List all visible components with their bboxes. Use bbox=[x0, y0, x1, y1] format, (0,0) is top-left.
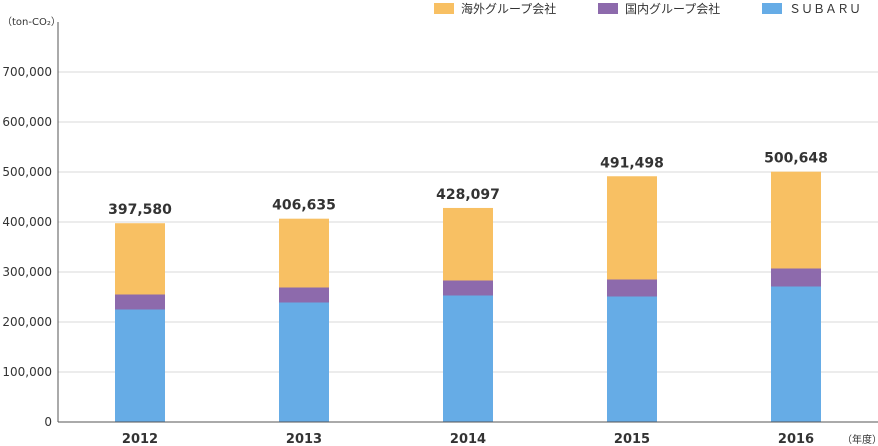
bar-segment bbox=[771, 171, 821, 269]
y-tick-label: 200,000 bbox=[2, 315, 52, 329]
y-tick-label: 100,000 bbox=[2, 365, 52, 379]
y-unit-label: （ton-CO₂） bbox=[2, 16, 61, 28]
x-tick-label: 2014 bbox=[450, 432, 486, 446]
bar-total-label: 500,648 bbox=[764, 151, 828, 167]
legend: 海外グループ会社 国内グループ会社 ＳＵＢＡＲＵ bbox=[434, 1, 861, 16]
legend-swatch bbox=[434, 3, 454, 14]
bar-segment bbox=[771, 268, 821, 287]
y-tick-label: 700,000 bbox=[2, 65, 52, 79]
legend-swatch bbox=[598, 3, 618, 14]
x-tick-label: 2012 bbox=[122, 432, 158, 446]
bar-total-label: 397,580 bbox=[108, 202, 172, 218]
bar-segment bbox=[607, 176, 657, 280]
bar-segment bbox=[443, 295, 493, 422]
bar-segment bbox=[115, 309, 165, 422]
legend-label: 海外グループ会社 bbox=[461, 1, 556, 16]
bars bbox=[115, 171, 821, 422]
labels: （ton-CO₂） （年度） 0 100,000 200,000 300,000 400… bbox=[2, 16, 878, 446]
x-tick-label: 2013 bbox=[286, 432, 322, 446]
y-tick-label: 0 bbox=[44, 415, 52, 429]
bar-total-label: 406,635 bbox=[272, 198, 336, 214]
bar-segment bbox=[443, 207, 493, 281]
legend-swatch bbox=[762, 3, 782, 14]
bar-total-label: 428,097 bbox=[436, 187, 500, 203]
bar-total-label: 491,498 bbox=[600, 155, 664, 171]
x-tick-label: 2016 bbox=[778, 432, 814, 446]
bar-segment bbox=[279, 218, 329, 288]
y-tick-label: 300,000 bbox=[2, 265, 52, 279]
x-tick-label: 2015 bbox=[614, 432, 650, 446]
bar-segment bbox=[771, 286, 821, 422]
bar-segment bbox=[279, 302, 329, 422]
y-tick-label: 500,000 bbox=[2, 165, 52, 179]
y-tick-label: 400,000 bbox=[2, 215, 52, 229]
legend-label: 国内グループ会社 bbox=[625, 1, 720, 16]
axes bbox=[57, 22, 878, 423]
bar-segment bbox=[279, 287, 329, 303]
bar-segment bbox=[115, 294, 165, 310]
y-tick-label: 600,000 bbox=[2, 115, 52, 129]
bar-segment bbox=[607, 279, 657, 297]
x-unit-label: （年度） bbox=[842, 433, 878, 446]
bar-segment bbox=[115, 223, 165, 295]
legend-label: ＳＵＢＡＲＵ bbox=[789, 2, 861, 16]
bar-segment bbox=[607, 296, 657, 422]
bar-segment bbox=[443, 280, 493, 296]
